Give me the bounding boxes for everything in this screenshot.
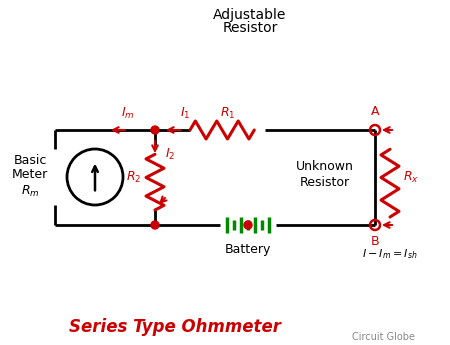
Text: Unknown: Unknown <box>296 160 354 174</box>
Circle shape <box>151 221 159 229</box>
Text: Series Type Ohmmeter: Series Type Ohmmeter <box>69 318 281 336</box>
Text: $I_2$: $I_2$ <box>165 146 176 161</box>
Circle shape <box>244 221 252 229</box>
Text: Basic: Basic <box>14 155 47 168</box>
Circle shape <box>151 126 159 134</box>
Text: Circuit Globe: Circuit Globe <box>352 332 415 342</box>
Text: $R_1$: $R_1$ <box>220 106 235 121</box>
Text: Meter: Meter <box>12 168 48 181</box>
Text: $I - I_m = I_{sh}$: $I - I_m = I_{sh}$ <box>362 247 418 261</box>
Text: Adjustable: Adjustable <box>213 8 287 22</box>
Text: $I_m$: $I_m$ <box>121 106 135 121</box>
Text: Resistor: Resistor <box>222 21 278 35</box>
Text: $R_2$: $R_2$ <box>126 170 141 185</box>
Text: $R_m$: $R_m$ <box>21 184 39 199</box>
Text: $R_x$: $R_x$ <box>403 170 419 185</box>
Text: Battery: Battery <box>225 243 271 256</box>
Text: Resistor: Resistor <box>300 176 350 188</box>
Text: $I_1$: $I_1$ <box>180 106 190 121</box>
Text: A: A <box>371 105 379 118</box>
Text: B: B <box>371 235 379 248</box>
